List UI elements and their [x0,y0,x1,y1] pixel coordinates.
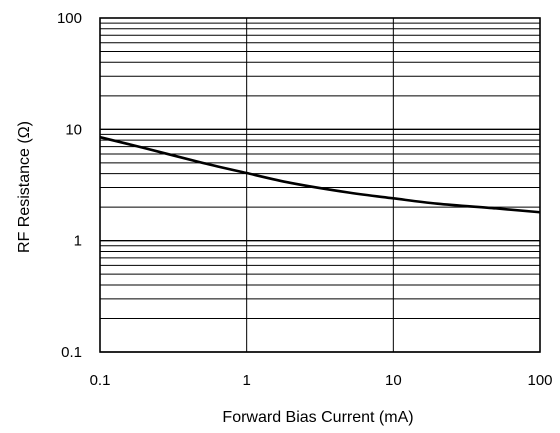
y-tick-labels: 0.1 1 10 100 [57,10,82,361]
x-axis-label: Forward Bias Current (mA) [222,409,413,426]
grid [99,18,541,353]
y-axis-label: RF Resistance (Ω) [16,121,33,253]
plot-frame [99,17,541,353]
x-tick-label: 10 [385,372,402,389]
x-tick-label: 0.1 [90,372,111,389]
y-tick-label: 1 [74,233,82,250]
x-tick-label: 100 [527,372,552,389]
y-tick-label: 0.1 [61,344,82,361]
y-tick-label: 10 [65,121,82,138]
x-tick-labels: 0.1 1 10 100 [90,372,553,389]
y-tick-label: 100 [57,10,82,27]
series-line-0 [99,135,541,214]
x-tick-label: 1 [242,372,250,389]
